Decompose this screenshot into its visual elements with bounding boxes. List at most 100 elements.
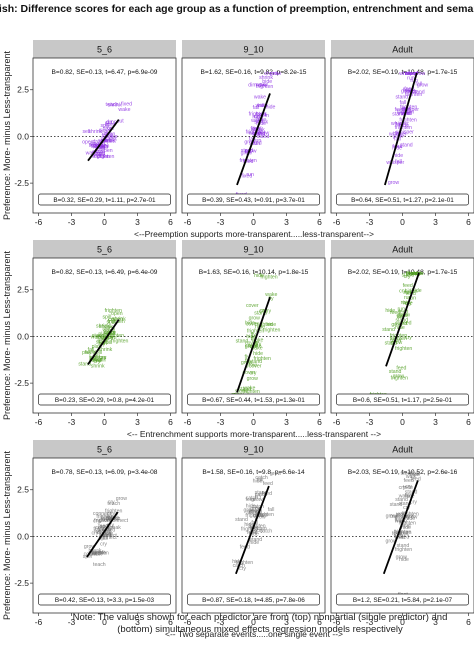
bottom-stat-box (187, 193, 320, 206)
chart-row-1: Preference: More- minus Less-transparent… (2, 40, 474, 239)
figure-title: English: Difference scores for each age … (0, 3, 474, 15)
point-label: stand (255, 513, 268, 519)
point-label: spill (99, 145, 108, 151)
point-label: frighten (406, 271, 423, 277)
point-label: run (405, 71, 413, 77)
point-label: float (401, 524, 411, 530)
point-label: shrink (101, 138, 115, 144)
point-label: frighten (241, 527, 258, 533)
point-label: spill (100, 524, 109, 530)
facet-strip (33, 40, 176, 58)
point-label: hide (232, 559, 242, 565)
point-label: stand (249, 510, 262, 516)
point-label: cry (100, 542, 107, 548)
point-label: cry (91, 530, 98, 536)
point-label: spill (106, 319, 115, 325)
point-label: wake (251, 345, 263, 351)
point-label: shrink (254, 120, 268, 126)
point-label: catch (255, 492, 268, 498)
panel-9_10: 9_10 B=1.63, SE=0.16, t=10.14, p=1.8e-15 c… (181, 240, 326, 427)
point-label: grow (401, 89, 412, 95)
point-label: grow (270, 71, 281, 77)
facet-strip (33, 240, 176, 258)
y-tick-label: -2.5 (14, 578, 29, 588)
x-tick-label: 6 (466, 417, 471, 427)
point-label: play (82, 350, 92, 356)
point-label: cry (405, 335, 412, 341)
point-label: open (101, 148, 113, 154)
point-label: stand (392, 111, 405, 117)
point-label: run (252, 141, 260, 147)
x-tick-label: 6 (317, 217, 322, 227)
point-label: stand (238, 386, 251, 392)
point-label: feed (105, 528, 115, 534)
point-label: wake (86, 151, 98, 157)
point-label: frighten (97, 154, 114, 160)
point-label: grow (390, 338, 401, 344)
point-label: hide (256, 121, 266, 127)
point-label: teach (94, 550, 107, 556)
point-label: feed (395, 535, 405, 541)
point-label: run (401, 300, 409, 306)
point-label: spill (93, 350, 102, 356)
regression-line (382, 480, 419, 575)
panel-5_6: 5_6 B=0.82, SE=0.13, t=6.47, p=6.9e-09 fix… (14, 40, 177, 227)
point-label: grow (241, 150, 252, 156)
point-label: fall (257, 478, 264, 484)
y-tick-label: 0.0 (17, 331, 29, 341)
bottom-stat-box (38, 193, 171, 206)
point-label: wake (85, 350, 97, 356)
top-stat-label: B=1.63, SE=0.16, t=10.14, p=1.8e-15 (199, 269, 309, 276)
point-label: stand (249, 141, 262, 147)
regression-line (87, 319, 120, 365)
x-tick-label: 3 (433, 417, 438, 427)
point-label: feed (101, 533, 111, 539)
point-label: feed (97, 527, 107, 533)
point-label: cry (94, 359, 101, 365)
y-axis-label: Preference: More- minus Less-transparent (2, 50, 12, 220)
y-tick-label: 2.5 (17, 285, 29, 295)
point-label: shrink (108, 102, 122, 108)
point-label: grow (395, 515, 406, 521)
top-stat-label: B=0.78, SE=0.13, t=6.09, p=3.4e-08 (52, 469, 158, 476)
point-label: feed (403, 283, 413, 289)
point-label: fall (93, 354, 100, 360)
point-label: wake (249, 343, 261, 349)
point-label: frighten (240, 158, 257, 164)
facet-label: Adult (392, 45, 413, 55)
point-label: feed (401, 471, 411, 477)
point-label: cover (245, 340, 258, 346)
point-label: cry (256, 528, 263, 534)
point-label: float (398, 531, 408, 537)
point-label: walk (404, 513, 415, 519)
point-label: feed (249, 509, 259, 515)
point-label: float (410, 472, 420, 478)
bottom-stat-label: B=0.87, SE=0.18, t=4.85, p=7.8e-06 (202, 597, 305, 604)
point-label: run (398, 307, 406, 313)
point-label: catch (246, 496, 259, 502)
point-label: wake (251, 337, 263, 343)
panel-Adult: Adult B=2.02, SE=0.19, t=10.48, p=1.7e-15… (330, 240, 474, 427)
point-label: grow (270, 471, 281, 477)
point-label: go (104, 130, 110, 136)
point-label: fly (254, 340, 260, 346)
point-label: open (82, 139, 94, 145)
point-label: dim (258, 83, 266, 89)
point-label: fly (251, 332, 257, 338)
point-label: frighten (256, 84, 273, 90)
point-label: fall (88, 347, 95, 353)
point-label: spill (88, 551, 97, 557)
point-label: hide (392, 145, 402, 151)
point-label: cry (255, 494, 262, 500)
point-label: spill (102, 314, 111, 320)
point-label: frighten (255, 322, 272, 328)
point-label: drop (103, 126, 113, 132)
point-label: wake (118, 107, 130, 113)
point-label: shrink (98, 347, 112, 353)
bottom-stat-box (336, 393, 469, 406)
point-label: hide (245, 321, 255, 327)
point-label: hide (253, 351, 263, 357)
point-label: dim (248, 82, 256, 88)
point-label: spill (100, 123, 109, 129)
point-label: fall (255, 507, 262, 513)
